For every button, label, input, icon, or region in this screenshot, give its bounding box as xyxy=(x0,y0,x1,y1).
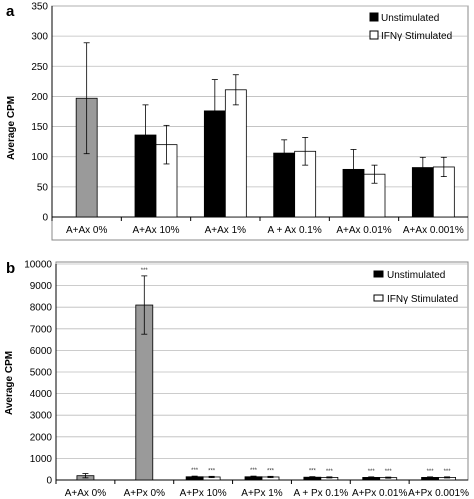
panel-a-legend-label-stimulated: IFNγ Stimulated xyxy=(381,31,452,42)
panel-b-legend-label-unstimulated: Unstimulated xyxy=(387,270,445,281)
panel-b-legend: Unstimulated IFNγ Stimulated xyxy=(373,270,458,305)
panel-b-y-ticks: 0 1000 2000 3000 4000 5000 6000 7000 8000 9000 100… xyxy=(24,260,52,487)
b-x-tick-label-4: A + Px 0.1% xyxy=(293,488,348,499)
panel-a-legend-swatch-unstimulated xyxy=(369,12,379,22)
panel-a: a Average CPM 0 50 100 150 200 250 300 350 A+Ax… xyxy=(6,2,469,241)
a-x-tick-label-1: A+Ax 10% xyxy=(133,225,180,236)
a-x-tick-label-5: A+Ax 0.001% xyxy=(403,225,464,236)
b-sig-unstimulated-4: *** xyxy=(309,469,317,475)
b-y-tick-label-3: 3000 xyxy=(30,411,53,422)
b-y-tick-label-0: 0 xyxy=(46,476,52,487)
panel-b-legend-label-stimulated: IFNγ Stimulated xyxy=(387,294,458,305)
b-x-tick-label-5: A+Px 0.01% xyxy=(352,488,407,499)
panel-b-bars xyxy=(76,304,456,481)
panel-b: b Average CPM 0 1000 2000 3000 4000 5000 6000 7… xyxy=(4,260,469,499)
a-y-tick-label-6: 300 xyxy=(31,32,48,43)
b-y-tick-label-1: 1000 xyxy=(30,454,53,465)
b-y-tick-label-2: 2000 xyxy=(30,432,53,443)
a-y-tick-label-1: 50 xyxy=(37,182,49,193)
b-sig-stimulated-5: *** xyxy=(385,469,393,475)
b-sig-unstimulated-2: *** xyxy=(191,468,199,474)
panel-a-plot-frame xyxy=(51,5,469,241)
a-x-tick-label-3: A + Ax 0.1% xyxy=(268,225,322,236)
b-x-tick-label-6: A+Px 0.001% xyxy=(408,488,469,499)
b-y-tick-label-4: 4000 xyxy=(30,389,53,400)
b-x-tick-label-3: A+Px 1% xyxy=(241,488,283,499)
b-y-tick-label-10: 10000 xyxy=(24,260,52,271)
panel-b-label: b xyxy=(6,260,15,277)
panel-a-grid xyxy=(51,5,468,218)
a-y-tick-label-7: 350 xyxy=(31,2,48,13)
b-sig-control-1: *** xyxy=(141,268,149,274)
a-y-tick-label-3: 150 xyxy=(31,122,48,133)
b-y-tick-label-6: 6000 xyxy=(30,346,53,357)
b-y-tick-label-7: 7000 xyxy=(30,324,53,335)
a-x-tick-label-0: A+Ax 0% xyxy=(66,225,108,236)
panel-a-legend-swatch-stimulated xyxy=(369,30,379,40)
panel-a-y-axis-label: Average CPM xyxy=(6,96,17,160)
a-bar-stimulated-2 xyxy=(224,89,247,218)
panel-b-y-axis-label: Average CPM xyxy=(4,351,15,415)
b-sig-stimulated-4: *** xyxy=(326,469,334,475)
panel-b-legend-swatch-unstimulated xyxy=(373,270,384,278)
panel-a-error-bars xyxy=(83,42,447,190)
b-y-tick-label-8: 8000 xyxy=(30,303,53,314)
b-sig-unstimulated-6: *** xyxy=(427,469,435,475)
panel-a-legend: Unstimulated IFNγ Stimulated xyxy=(369,12,452,42)
b-sig-unstimulated-3: *** xyxy=(250,468,258,474)
panel-b-significance-marks: *** *** *** *** *** *** *** *** *** *** *** xyxy=(141,268,451,475)
panel-b-grid xyxy=(55,263,468,481)
panel-a-legend-label-unstimulated: Unstimulated xyxy=(381,13,439,24)
a-y-tick-label-2: 100 xyxy=(31,152,48,163)
b-y-tick-label-5: 5000 xyxy=(30,368,53,379)
a-y-tick-label-5: 250 xyxy=(31,62,48,73)
b-sig-stimulated-3: *** xyxy=(267,468,275,474)
panel-a-x-ticks: A+Ax 0% A+Ax 10% A+Ax 1% A + Ax 0.1% A+Ax 0.… xyxy=(51,217,464,236)
panel-a-label: a xyxy=(6,3,15,20)
a-x-tick-label-4: A+Ax 0.01% xyxy=(336,225,391,236)
a-y-tick-label-0: 0 xyxy=(42,213,48,224)
b-y-tick-label-9: 9000 xyxy=(30,281,53,292)
panel-a-y-ticks: 0 50 100 150 200 250 300 350 xyxy=(31,2,48,224)
b-sig-unstimulated-5: *** xyxy=(368,469,376,475)
b-sig-stimulated-6: *** xyxy=(444,469,452,475)
b-x-tick-label-1: A+Px 0% xyxy=(124,488,166,499)
a-x-tick-label-2: A+Ax 1% xyxy=(205,225,247,236)
panel-b-x-ticks: A+Ax 0% A+Px 0% A+Px 10% A+Px 1% A + Px 0.1%… xyxy=(55,480,469,499)
a-y-tick-label-4: 200 xyxy=(31,92,48,103)
panel-b-error-bars xyxy=(82,275,451,479)
panel-b-plot-frame xyxy=(55,261,469,481)
b-x-tick-label-0: A+Ax 0% xyxy=(65,488,107,499)
panel-a-bars xyxy=(75,89,455,218)
b-sig-stimulated-2: *** xyxy=(208,468,216,474)
b-x-tick-label-2: A+Px 10% xyxy=(180,488,227,499)
panel-b-legend-swatch-stimulated xyxy=(373,294,384,302)
